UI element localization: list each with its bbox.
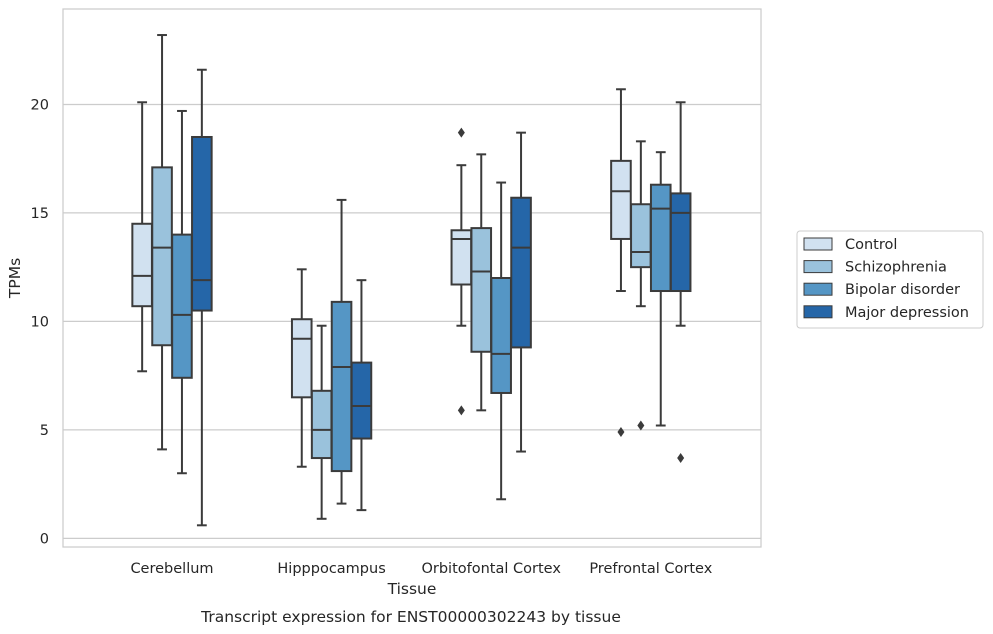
x-tick-label: Orbitofontal Cortex xyxy=(421,561,561,577)
box xyxy=(310,389,333,460)
series-bipolar-disorder xyxy=(171,109,672,505)
y-tick-label: 15 xyxy=(31,206,49,222)
box-group xyxy=(470,153,493,412)
legend-entry-label: Control xyxy=(845,237,897,253)
box-group xyxy=(171,109,193,475)
box-group xyxy=(669,101,692,464)
box-group xyxy=(610,88,632,438)
outlier-point xyxy=(457,405,465,416)
box xyxy=(490,277,512,394)
box-group xyxy=(290,268,313,468)
box xyxy=(510,196,532,349)
box-group xyxy=(630,140,652,431)
box xyxy=(649,183,672,293)
y-tick-label: 10 xyxy=(31,314,49,330)
box xyxy=(610,159,632,240)
box xyxy=(330,300,353,473)
x-tick-label: Hipppocampus xyxy=(277,561,385,577)
y-tick-label: 5 xyxy=(40,423,49,439)
box-series xyxy=(131,34,692,527)
box-group xyxy=(649,151,672,427)
box-group xyxy=(350,279,373,512)
outlier-point xyxy=(677,453,685,464)
x-tick-label: Cerebellum xyxy=(130,561,213,577)
box xyxy=(171,233,193,379)
outlier-point xyxy=(637,420,645,431)
box-group xyxy=(450,127,473,416)
y-tick-label: 0 xyxy=(40,531,49,547)
box xyxy=(151,166,173,347)
chart-caption: Transcript expression for ENST0000030224… xyxy=(200,608,621,626)
box xyxy=(131,222,153,308)
x-tick-label: Prefrontal Cortex xyxy=(589,561,712,577)
box xyxy=(290,318,313,399)
legend-swatch xyxy=(803,237,833,251)
legend-swatch xyxy=(803,260,833,274)
x-axis-ticks: Cerebellum Hipppocampus Orbitofontal Corte… xyxy=(130,561,712,577)
y-tick-label: 20 xyxy=(31,97,49,113)
legend-swatch xyxy=(803,305,833,319)
box-group xyxy=(151,34,173,451)
box-group xyxy=(510,131,532,453)
series-major-depression xyxy=(191,68,692,527)
box-group xyxy=(131,101,153,373)
box-group xyxy=(330,198,353,505)
box xyxy=(191,135,213,312)
legend-entry-label: Schizophrenia xyxy=(845,260,947,276)
outlier-point xyxy=(457,127,465,138)
box xyxy=(630,203,652,269)
series-schizophrenia xyxy=(151,34,652,520)
legend-swatch xyxy=(803,282,833,296)
box-group xyxy=(310,324,333,520)
y-axis-label: TPMs xyxy=(6,258,24,299)
legend: Control Schizophrenia Bipolar disorder Majo… xyxy=(796,230,984,329)
box-group xyxy=(191,68,213,527)
legend-frame xyxy=(796,230,984,329)
y-axis-ticks: 0 5 10 15 20 xyxy=(31,97,49,547)
plot-area-frame xyxy=(62,8,762,548)
legend-entry-label: Bipolar disorder xyxy=(845,282,960,298)
outlier-point xyxy=(617,427,625,438)
legend-entry-label: Major depression xyxy=(845,305,969,321)
x-axis-label: Tissue xyxy=(387,580,437,598)
box-group xyxy=(490,181,512,501)
box xyxy=(470,227,493,353)
box xyxy=(350,361,373,440)
box xyxy=(669,192,692,293)
